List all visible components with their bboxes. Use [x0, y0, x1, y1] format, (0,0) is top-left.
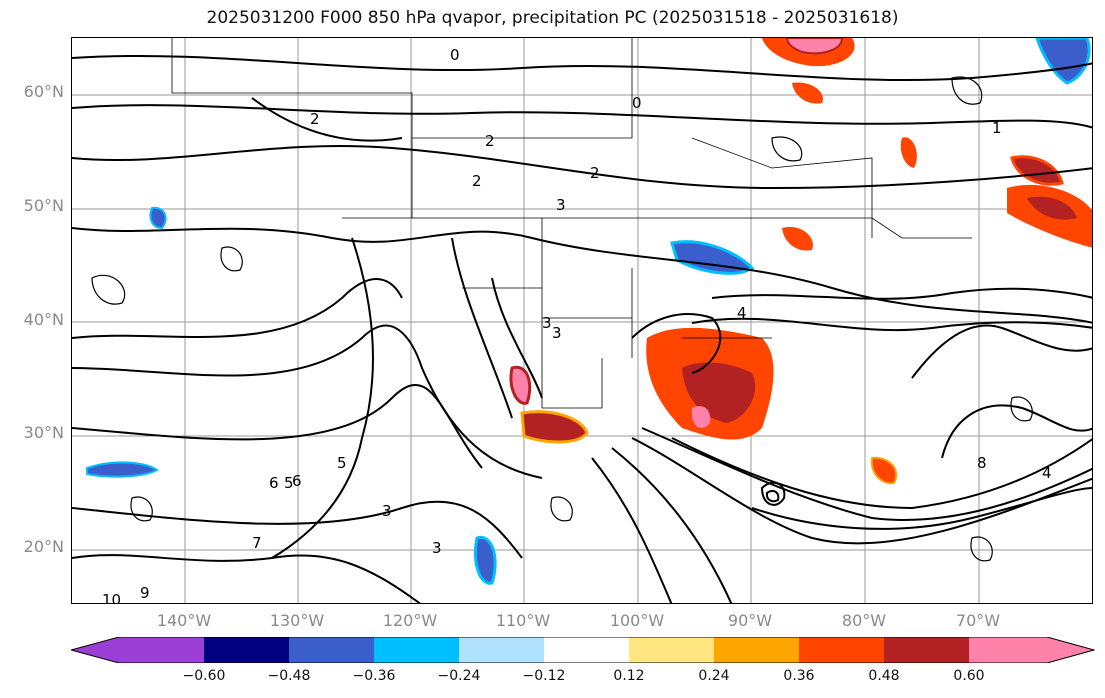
anomaly-blob-quebec: [1010, 155, 1064, 186]
colorbar-tick-label: −0.48: [267, 668, 311, 684]
anomaly-blob-arctic-peak: [785, 38, 844, 55]
contour-label: 3: [552, 324, 562, 342]
colorbar: [71, 637, 1095, 663]
colorbar-segment: [714, 637, 799, 663]
lat-label-60n: 60°N: [23, 82, 64, 101]
anomaly-blob-hudson: [792, 82, 823, 104]
contour-label: 0: [632, 94, 642, 112]
lat-label-30n: 30°N: [23, 423, 64, 442]
colorbar-tick-label: 0.60: [953, 668, 985, 684]
colorbar-outline: [71, 637, 1095, 663]
contour-label: 2: [485, 132, 495, 150]
contour-label: 4: [737, 304, 747, 322]
lat-label-20n: 20°N: [23, 537, 64, 556]
contour-label: 3: [556, 196, 566, 214]
contour-label: 0: [450, 46, 460, 64]
colorbar-segment: [119, 637, 204, 663]
anomaly-blob-great-lakes-negative: [670, 240, 755, 275]
lon-label-100w: 100°W: [609, 611, 665, 630]
lon-label-90w: 90°W: [727, 611, 773, 630]
colorbar-segment: [459, 637, 544, 663]
map-title: 2025031200 F000 850 hPa qvapor, precipit…: [206, 8, 899, 28]
lon-label-70w: 70°W: [955, 611, 1001, 630]
contour-label: 7: [252, 534, 262, 552]
precip-anomaly-shading: [86, 38, 1092, 585]
contour-label: 5: [284, 474, 294, 492]
contour-label: 3: [542, 314, 552, 332]
colorbar-tick-label: 0.12: [613, 668, 645, 684]
contour-label: 6: [292, 472, 302, 490]
contour-label: 1: [992, 119, 1002, 137]
colorbar-segment: [969, 637, 1047, 663]
political-borders: [171, 38, 972, 409]
anomaly-blob-northern-mexico: [520, 410, 589, 444]
lon-label-80w: 80°W: [841, 611, 887, 630]
anomaly-blob-labrador-core: [1027, 196, 1077, 220]
lat-label-40n: 40°N: [23, 310, 64, 329]
lat-label-50n: 50°N: [23, 196, 64, 215]
contour-label: 8: [977, 454, 987, 472]
colorbar-tick-label: −0.24: [437, 668, 481, 684]
colorbar-segment: [204, 637, 289, 663]
colorbar-segment: [289, 637, 374, 663]
anomaly-blob-arizona: [509, 365, 532, 405]
colorbar-segment: [799, 637, 884, 663]
colorbar-segment: [884, 637, 969, 663]
colorbar-segment: [374, 637, 459, 663]
contour-labels: 0 0 2 2 2 3 2 3 3 4 5 6 5 6 3 3 7 10 9 8…: [102, 46, 1052, 604]
contour-label: 3: [382, 502, 392, 520]
lon-label-130w: 130°W: [269, 611, 325, 630]
contour-label: 10: [102, 591, 121, 604]
anomaly-blob-canada-east: [900, 137, 917, 168]
contour-label: 2: [472, 172, 482, 190]
colorbar-segment-over: [1047, 637, 1094, 663]
qvapor-contours: [72, 54, 1092, 603]
anomaly-blob-mexico-negative: [474, 535, 497, 585]
colorbar-segment: [544, 637, 629, 663]
contour-label: 2: [310, 110, 320, 128]
colorbar-tick-label: −0.12: [522, 668, 566, 684]
qvapor-detail-contours: [91, 76, 1033, 562]
colorbar-tick-label: −0.36: [352, 668, 396, 684]
lon-label-120w: 120°W: [382, 611, 438, 630]
anomaly-blob-southern-plains-peak: [691, 406, 711, 428]
map-panel: 0 0 2 2 2 3 2 3 3 4 5 6 5 6 3 3 7 10 9 8…: [71, 37, 1093, 604]
contour-label: 4: [1042, 464, 1052, 482]
map-canvas: 0 0 2 2 2 3 2 3 3 4 5 6 5 6 3 3 7 10 9 8…: [72, 38, 1092, 604]
lon-label-110w: 110°W: [495, 611, 551, 630]
contour-label: 3: [432, 539, 442, 557]
colorbar-segment-under: [71, 637, 119, 663]
contour-label: 9: [140, 584, 150, 602]
colorbar-tick-label: 0.36: [783, 668, 815, 684]
contour-label: 2: [590, 164, 600, 182]
anomaly-blob-bc-negative: [149, 206, 167, 230]
colorbar-tick-label: 0.24: [698, 668, 730, 684]
colorbar-tick-label: 0.48: [868, 668, 900, 684]
contour-label: 6: [269, 474, 279, 492]
lon-label-140w: 140°W: [156, 611, 212, 630]
anomaly-blob-gulf-negative: [86, 461, 159, 478]
anomaly-blob-greenland-negative: [1035, 38, 1091, 85]
anomaly-blob-ontario: [782, 227, 813, 251]
anomaly-blob-atlantic: [870, 456, 898, 485]
contour-label: 5: [337, 454, 347, 472]
colorbar-tick-label: −0.60: [182, 668, 226, 684]
colorbar-segment: [629, 637, 714, 663]
